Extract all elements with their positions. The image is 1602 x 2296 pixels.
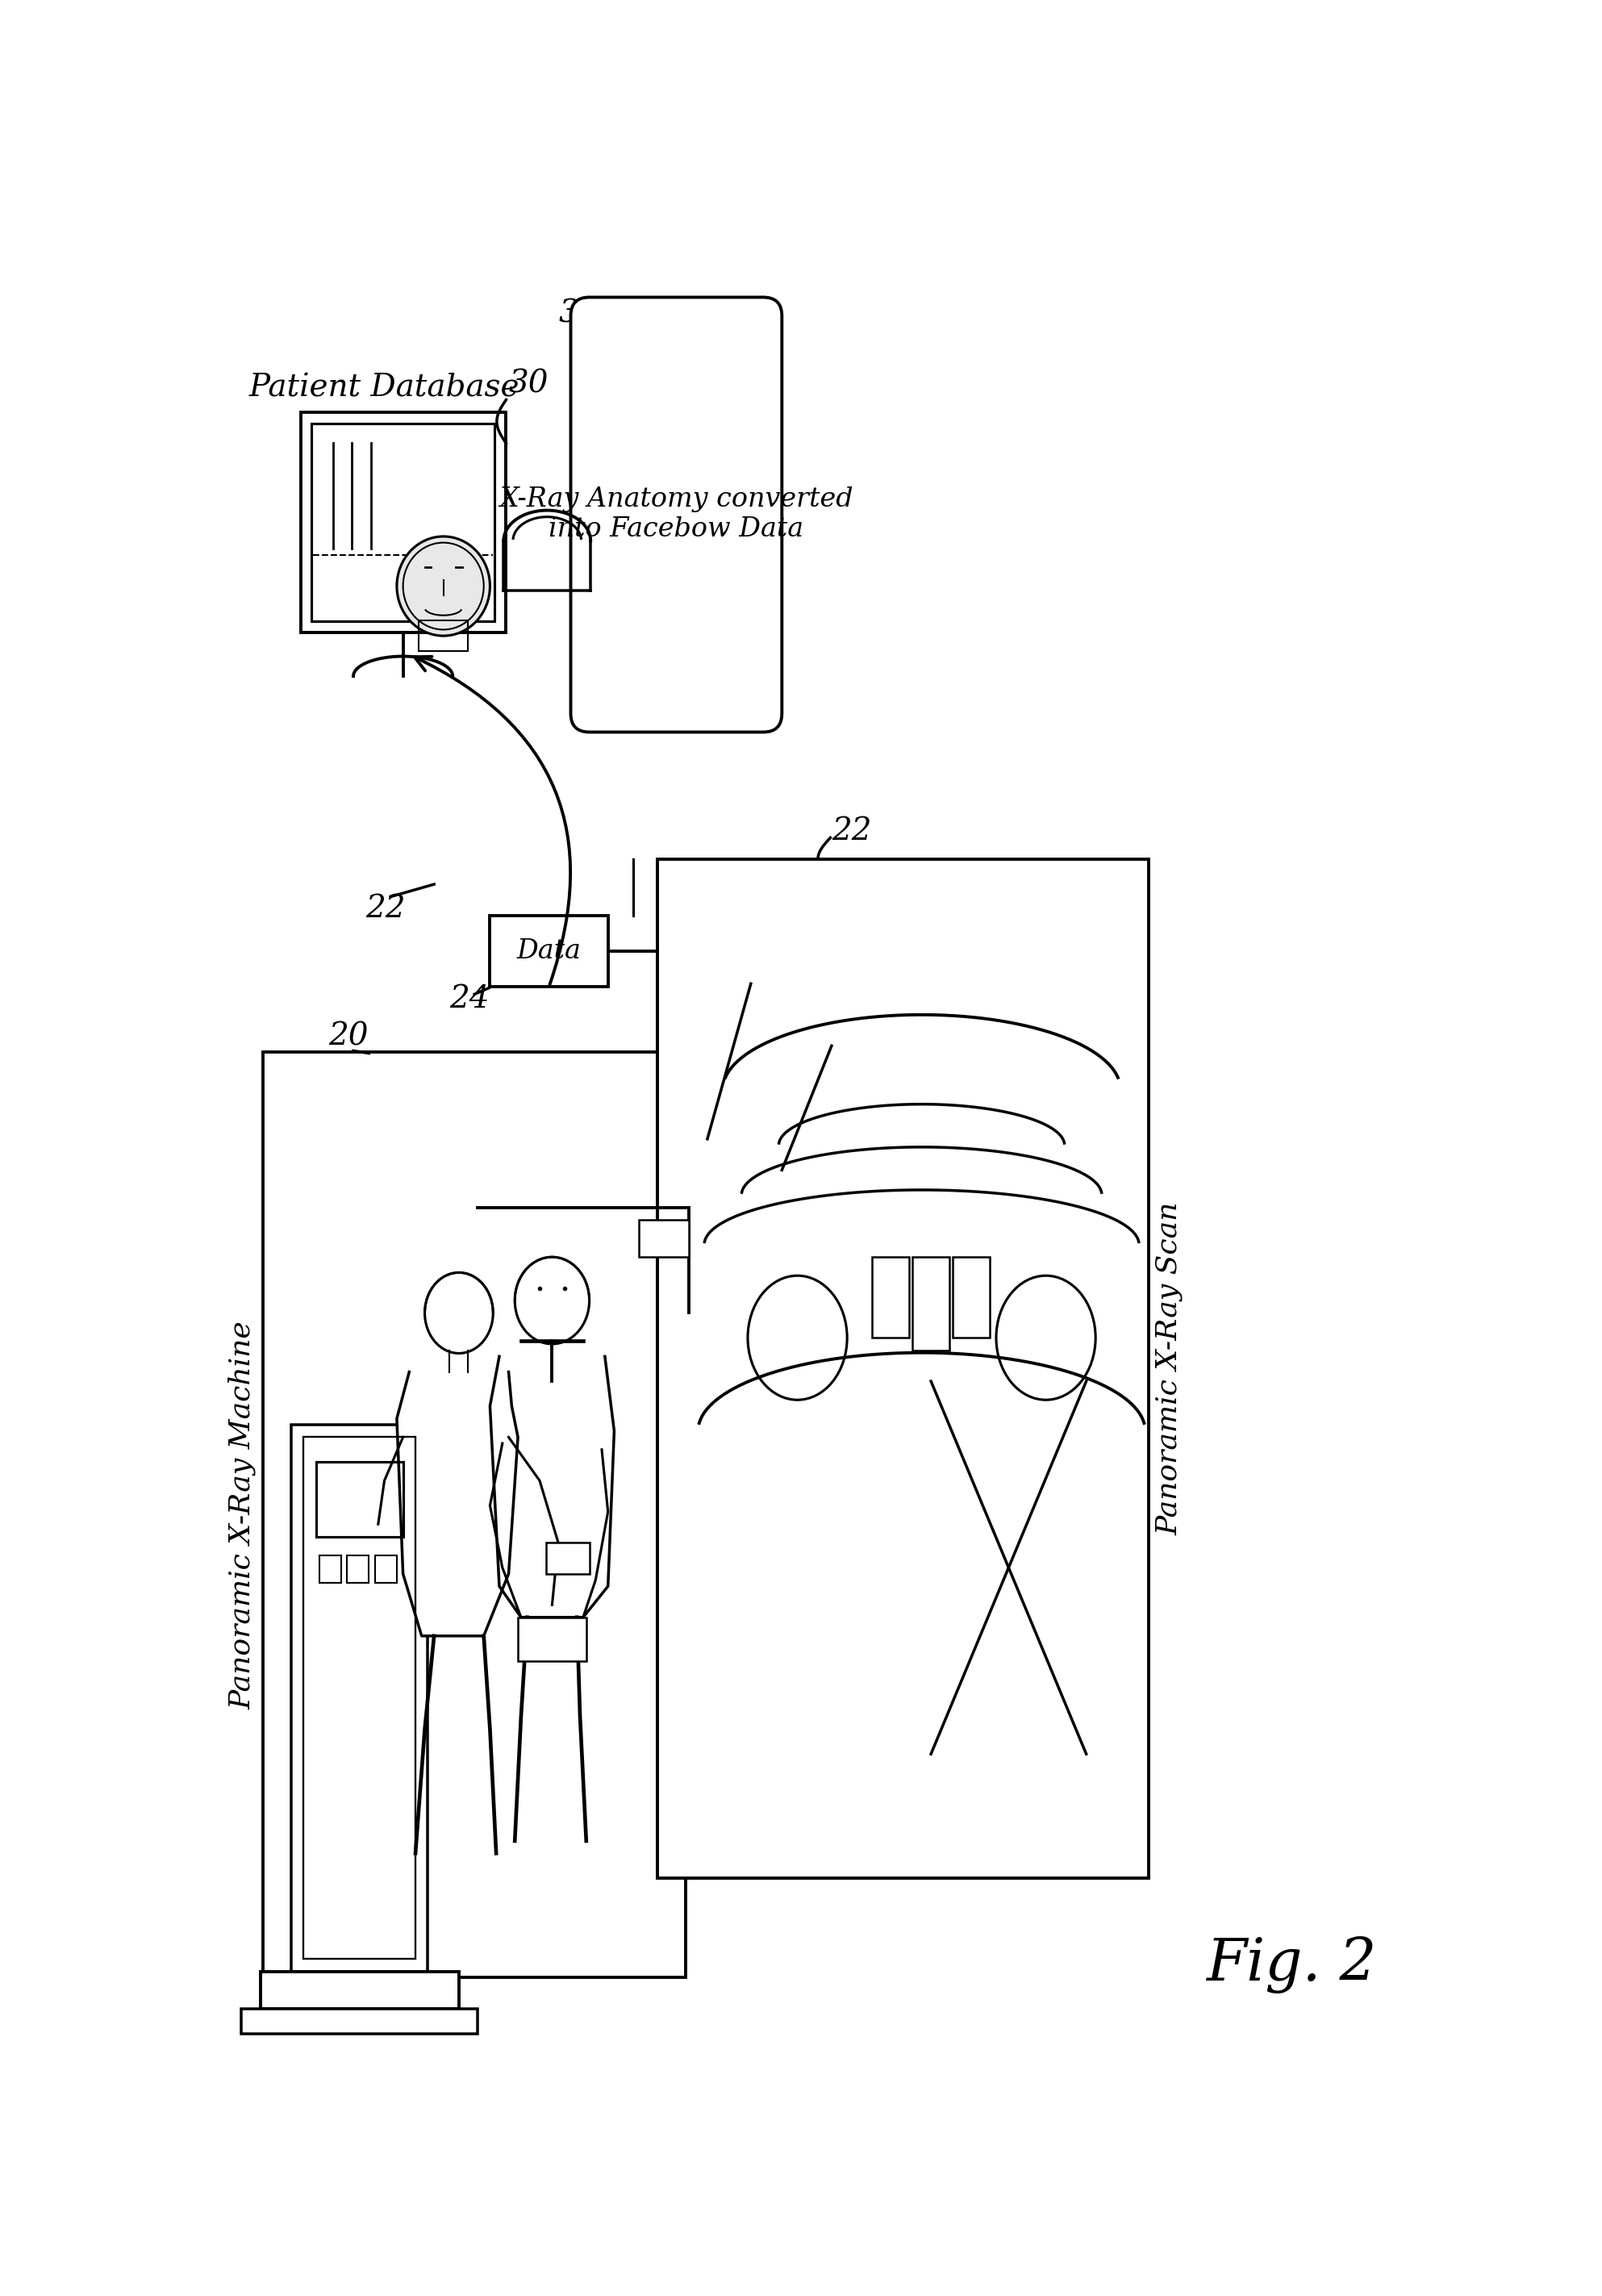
- Text: 20: 20: [328, 1022, 368, 1052]
- Text: Patient Database: Patient Database: [248, 372, 519, 402]
- Ellipse shape: [748, 1277, 847, 1401]
- Bar: [912, 1256, 950, 1350]
- Polygon shape: [490, 1357, 614, 1616]
- Text: X-Ray Anatomy converted
into Facebow Data: X-Ray Anatomy converted into Facebow Dat…: [500, 487, 854, 542]
- Text: Panoramic X-Ray Machine: Panoramic X-Ray Machine: [227, 1320, 256, 1708]
- Polygon shape: [397, 1373, 517, 1637]
- Bar: [304, 1437, 415, 1958]
- Bar: [263, 1052, 686, 1977]
- Bar: [292, 1426, 428, 1972]
- Text: 24: 24: [450, 985, 490, 1015]
- Bar: [658, 859, 1149, 1878]
- Ellipse shape: [514, 1256, 590, 1343]
- Text: 30: 30: [508, 370, 548, 400]
- Bar: [546, 1543, 590, 1573]
- Bar: [242, 2009, 477, 2034]
- Bar: [375, 1554, 397, 1584]
- Bar: [319, 1554, 341, 1584]
- Text: Data: Data: [517, 937, 582, 964]
- Text: Fig. 2: Fig. 2: [1206, 1936, 1376, 1993]
- Bar: [490, 916, 609, 987]
- Ellipse shape: [425, 1272, 493, 1352]
- Ellipse shape: [397, 537, 490, 636]
- Bar: [418, 620, 468, 652]
- Bar: [301, 413, 506, 634]
- Text: 32: 32: [557, 298, 598, 328]
- Bar: [316, 1463, 404, 1536]
- Bar: [517, 1616, 586, 1660]
- Bar: [953, 1256, 990, 1339]
- Text: 22: 22: [831, 817, 871, 847]
- Bar: [871, 1256, 910, 1339]
- Bar: [312, 422, 495, 622]
- Bar: [260, 1972, 458, 2009]
- FancyBboxPatch shape: [570, 296, 782, 732]
- Bar: [639, 1219, 689, 1256]
- Text: Panoramic X-Ray Scan: Panoramic X-Ray Scan: [1155, 1203, 1184, 1536]
- Ellipse shape: [996, 1277, 1096, 1401]
- Bar: [348, 1554, 368, 1584]
- Text: 22: 22: [365, 893, 405, 923]
